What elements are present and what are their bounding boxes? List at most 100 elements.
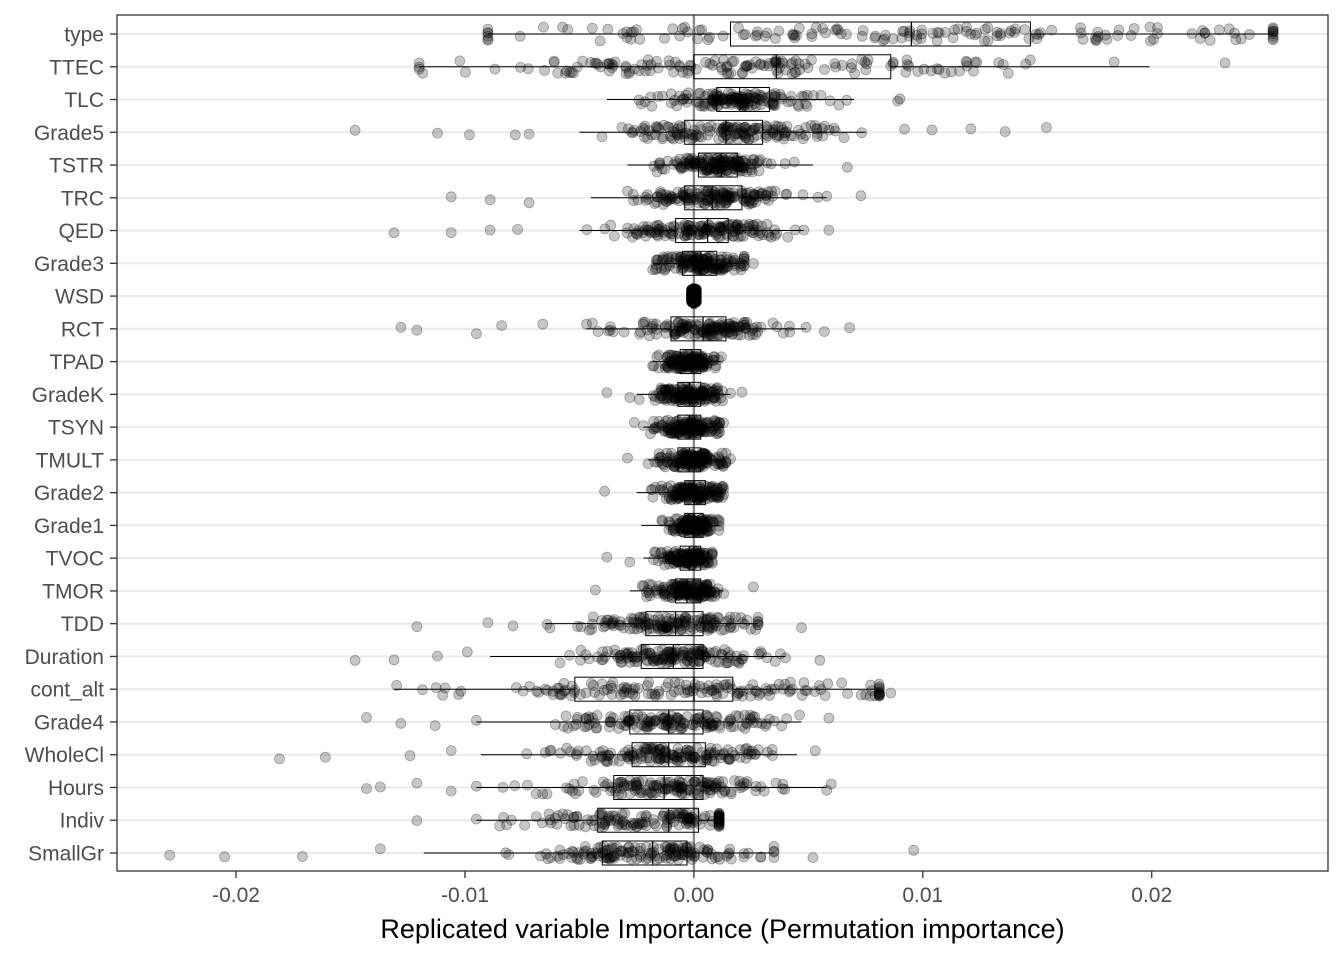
- data-point: [743, 97, 754, 109]
- data-point: [735, 91, 747, 102]
- data-point: [642, 60, 653, 71]
- data-point: [869, 32, 881, 44]
- data-point: [413, 63, 425, 75]
- data-point: [417, 67, 429, 79]
- data-point: [607, 60, 619, 71]
- data-point: [925, 65, 937, 77]
- data-point: [583, 653, 595, 665]
- data-point: [1090, 35, 1102, 46]
- data-point: [470, 714, 482, 726]
- data-point: [554, 844, 566, 856]
- data-point: [610, 786, 621, 797]
- data-point: [564, 67, 575, 78]
- data-point: [671, 100, 683, 112]
- data-point: [720, 98, 731, 110]
- data-point: [697, 559, 708, 570]
- outlier-point: [814, 654, 826, 666]
- data-point: [616, 122, 628, 133]
- data-point: [639, 120, 651, 132]
- data-point: [873, 689, 885, 701]
- data-point: [709, 163, 721, 175]
- data-point: [971, 27, 983, 39]
- data-point: [761, 157, 773, 169]
- data-point: [672, 123, 684, 135]
- data-point: [658, 119, 670, 131]
- data-point: [728, 163, 739, 175]
- data-point: [755, 90, 767, 101]
- data-point: [682, 26, 694, 38]
- data-point: [657, 654, 669, 666]
- data-point: [652, 91, 664, 102]
- data-point: [916, 24, 928, 36]
- data-point: [694, 155, 705, 167]
- data-point: [654, 158, 665, 169]
- data-point: [750, 93, 761, 104]
- data-point: [558, 721, 569, 732]
- data-point: [687, 353, 699, 365]
- data-point: [708, 157, 719, 168]
- data-point: [668, 122, 680, 134]
- data-point: [946, 66, 957, 78]
- data-point: [704, 31, 715, 43]
- outlier-point: [885, 687, 897, 699]
- data-point: [648, 160, 660, 172]
- data-point: [774, 62, 785, 74]
- data-point: [748, 153, 760, 165]
- data-point: [789, 29, 800, 41]
- data-point: [780, 652, 791, 664]
- data-point: [674, 326, 686, 338]
- data-point: [709, 165, 720, 177]
- data-point: [729, 191, 740, 203]
- data-point: [715, 61, 727, 73]
- data-point: [753, 89, 765, 101]
- data-point: [682, 194, 694, 206]
- data-point: [678, 131, 690, 142]
- outlier-point: [432, 127, 443, 139]
- y-tick-label-RCT: RCT: [61, 318, 104, 341]
- data-point: [1108, 56, 1120, 68]
- outlier-point: [841, 161, 853, 173]
- data-point: [982, 35, 994, 46]
- data-point: [723, 848, 734, 860]
- outlier-point: [844, 322, 855, 334]
- outlier-point: [892, 95, 903, 107]
- data-point: [674, 160, 686, 172]
- data-point: [965, 28, 976, 40]
- data-point: [712, 90, 723, 102]
- data-point: [700, 189, 712, 201]
- data-point: [800, 98, 812, 110]
- outlier-point: [855, 190, 867, 202]
- data-point: [780, 126, 792, 138]
- outlier-point: [894, 93, 906, 105]
- data-point: [628, 613, 640, 625]
- outlier-point: [496, 320, 508, 332]
- data-point: [739, 128, 750, 140]
- data-point: [623, 68, 635, 79]
- data-point: [554, 657, 566, 669]
- data-point: [740, 195, 752, 207]
- data-point: [679, 718, 690, 729]
- data-point: [770, 33, 781, 44]
- data-point: [817, 130, 828, 142]
- outlier-point: [349, 655, 361, 666]
- data-point: [731, 154, 742, 166]
- data-point: [772, 121, 784, 132]
- data-point: [686, 518, 697, 529]
- data-point: [689, 158, 700, 169]
- data-point: [838, 132, 850, 144]
- data-point: [1199, 27, 1211, 39]
- data-point: [766, 185, 777, 197]
- data-point: [705, 742, 717, 754]
- data-point: [829, 58, 841, 69]
- data-point: [677, 66, 689, 78]
- data-point: [735, 93, 747, 105]
- outlier-point: [388, 227, 400, 239]
- data-point: [596, 678, 608, 690]
- data-point: [811, 123, 823, 134]
- data-point: [748, 158, 759, 170]
- data-point: [1035, 27, 1046, 38]
- data-point: [792, 99, 804, 111]
- data-point: [575, 689, 586, 700]
- data-point: [800, 321, 812, 333]
- data-point: [661, 195, 673, 207]
